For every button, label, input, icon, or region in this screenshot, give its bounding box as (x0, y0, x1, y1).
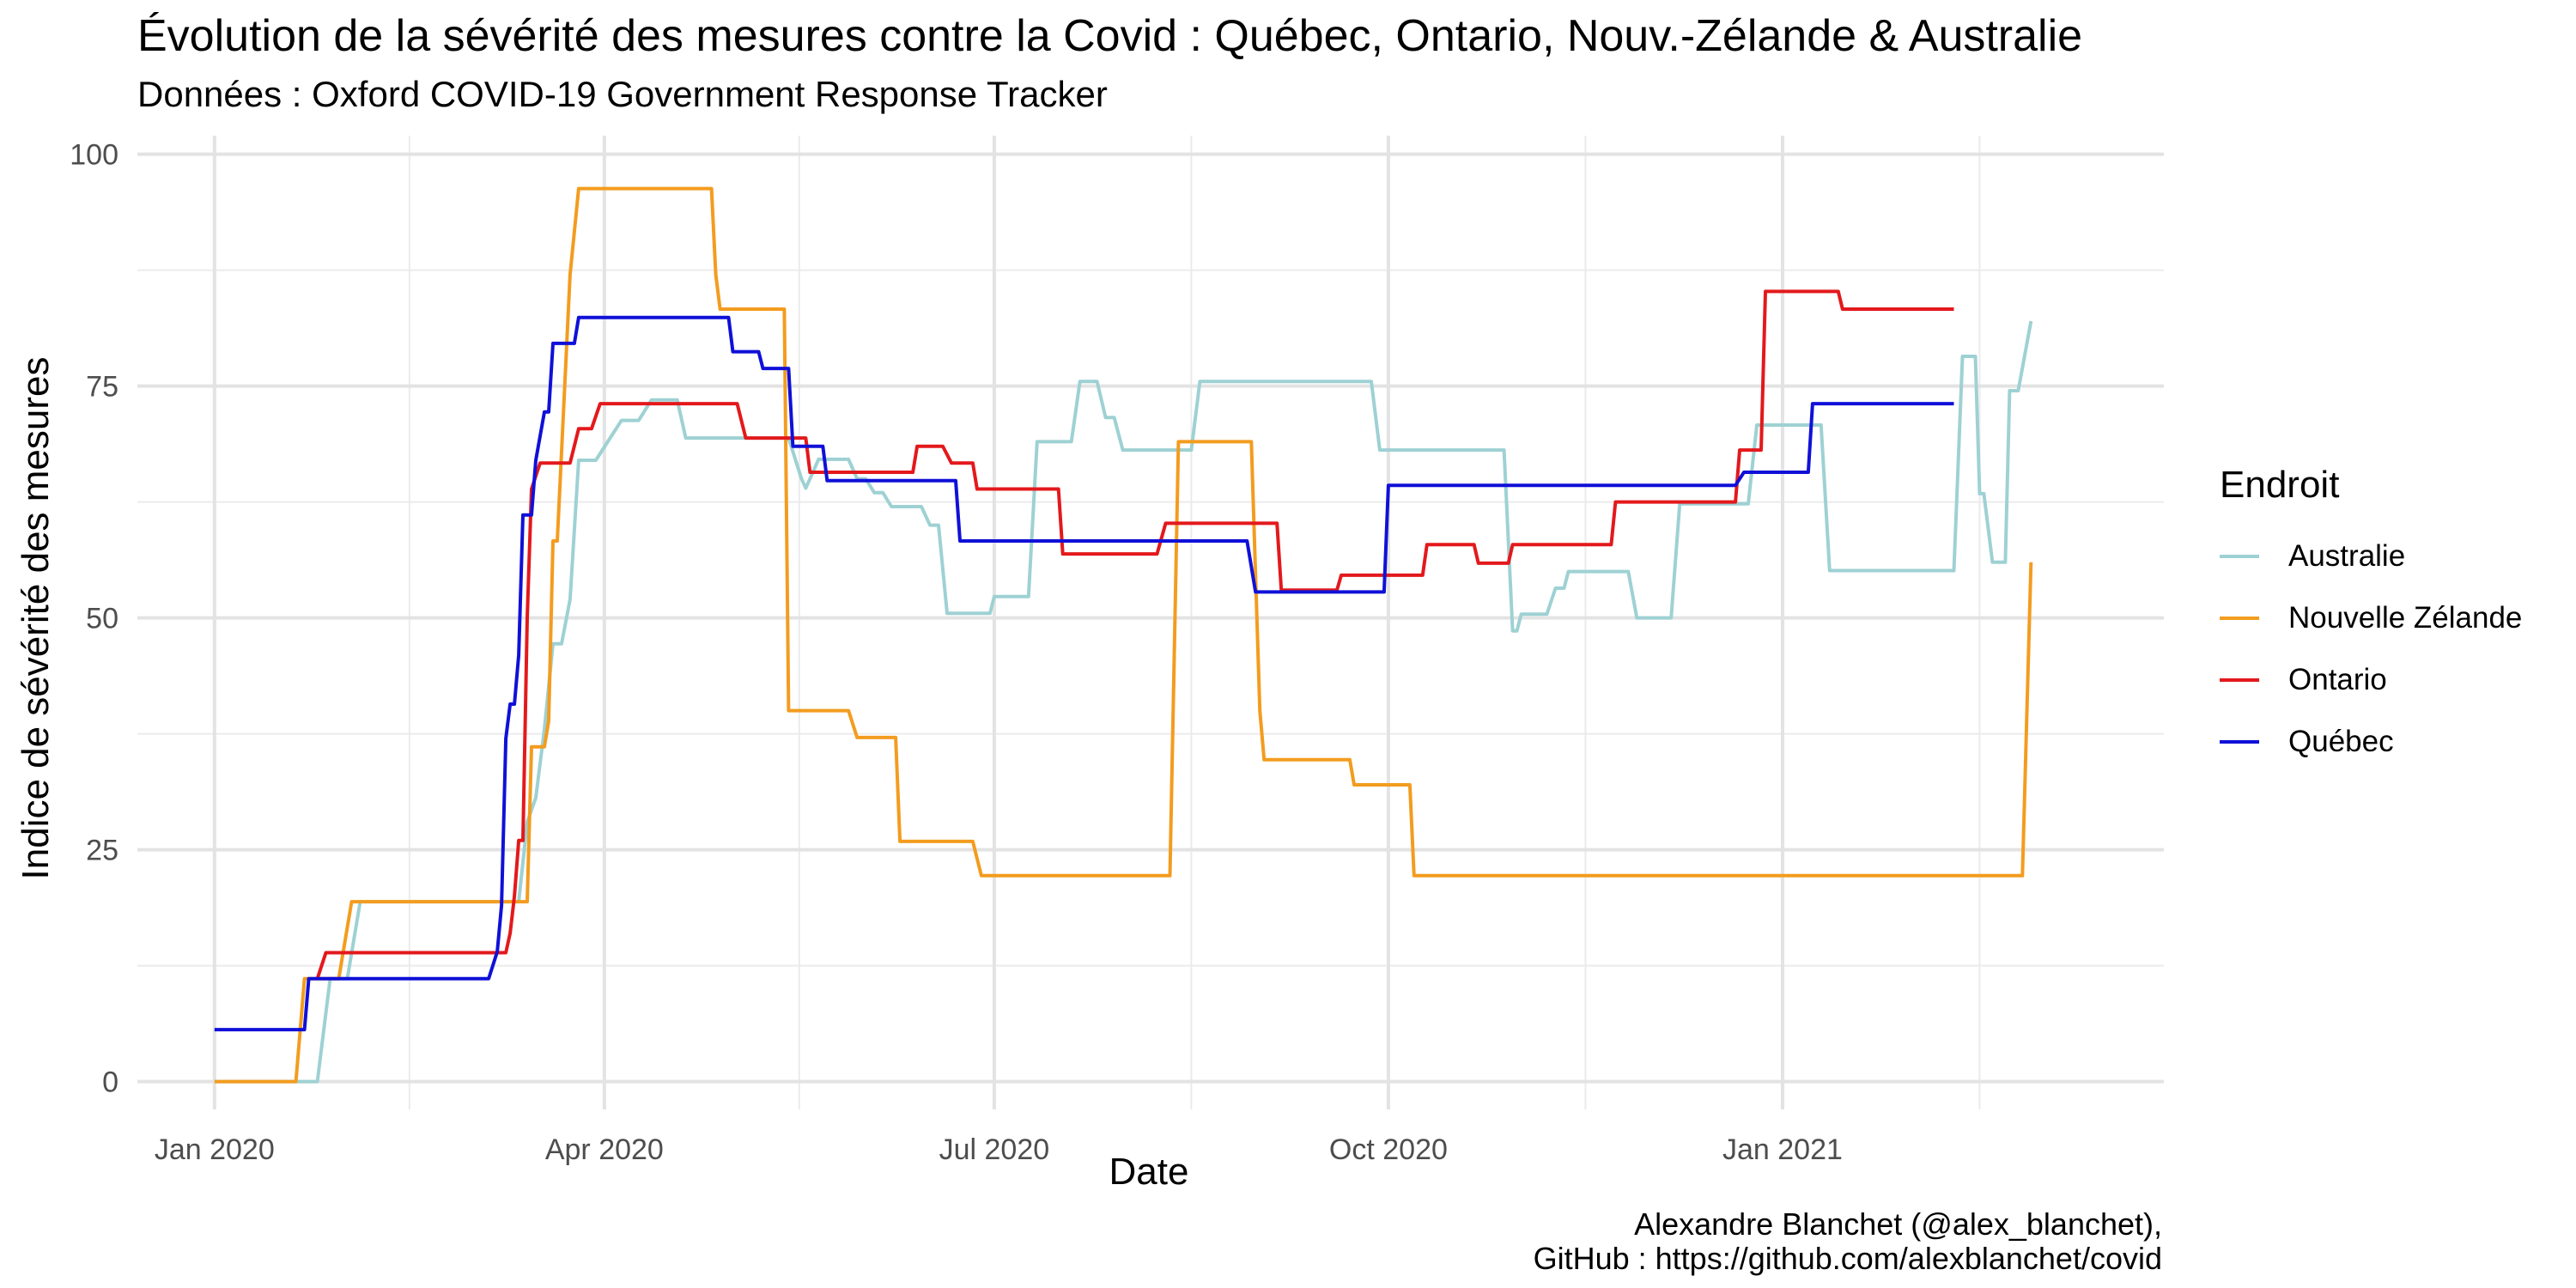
caption: Alexandre Blanchet (@alex_blanchet), Git… (1534, 1207, 2162, 1276)
minor-gridlines (137, 136, 2164, 1109)
legend-item: Nouvelle Zélande (2220, 601, 2522, 635)
chart-subtitle: Données : Oxford COVID-19 Government Res… (137, 74, 1108, 114)
x-tick-label: Jan 2020 (155, 1133, 275, 1166)
legend-item: Ontario (2220, 663, 2387, 697)
series-line-nouvelle-z-lande (214, 186, 2033, 1084)
x-axis-label: Date (1109, 1151, 1189, 1193)
y-tick-label: 75 (86, 371, 118, 404)
series-line-australie (214, 320, 2033, 1084)
series-line-qu-bec (214, 315, 1954, 1032)
y-tick-label: 25 (86, 835, 118, 867)
legend-swatch (2220, 555, 2259, 558)
x-tick-label: Oct 2020 (1329, 1133, 1448, 1166)
legend-swatch (2220, 740, 2259, 744)
caption-line-1: Alexandre Blanchet (@alex_blanchet), (1634, 1206, 2162, 1242)
legend-swatch (2220, 617, 2259, 620)
legend-label: Ontario (2288, 663, 2387, 696)
legend-label: Australie (2288, 539, 2406, 573)
x-tick-label: Jan 2021 (1722, 1133, 1843, 1166)
legend-label: Nouvelle Zélande (2288, 601, 2523, 635)
series-line-ontario (315, 289, 1954, 980)
x-tick-label: Jul 2020 (939, 1133, 1050, 1166)
caption-line-2: GitHub : https://github.com/alexblanchet… (1533, 1241, 2162, 1276)
legend-swatch (2220, 678, 2259, 682)
x-tick-label: Apr 2020 (545, 1133, 664, 1166)
y-tick-label: 0 (102, 1066, 118, 1099)
major-gridlines (137, 136, 2164, 1109)
series-lines (214, 186, 2033, 1084)
chart-title: Évolution de la sévérité des mesures con… (137, 11, 2083, 61)
legend-item: Québec (2220, 725, 2394, 759)
y-tick-label: 50 (86, 603, 118, 635)
legend-title: Endroit (2220, 464, 2340, 506)
axis-ticks: 0 25 50 75 100 Jan 2020 Apr 2020 Jul 2020 Oct 20… (70, 139, 1843, 1166)
legend-item: Australie (2220, 539, 2405, 574)
legend-label: Québec (2288, 725, 2394, 758)
y-tick-label: 100 (70, 139, 118, 172)
